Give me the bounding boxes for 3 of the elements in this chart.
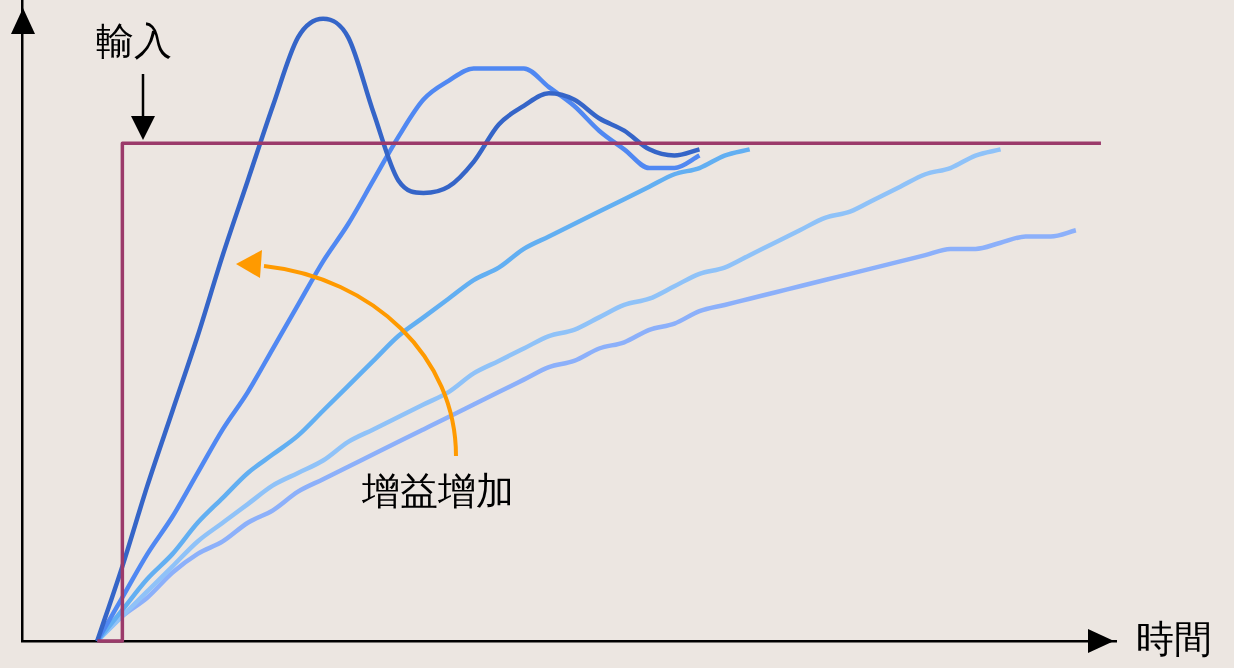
x-axis-title: 時間	[1136, 617, 1212, 661]
annotation: 輸入	[96, 19, 172, 63]
annotation: 增益增加	[362, 469, 514, 513]
